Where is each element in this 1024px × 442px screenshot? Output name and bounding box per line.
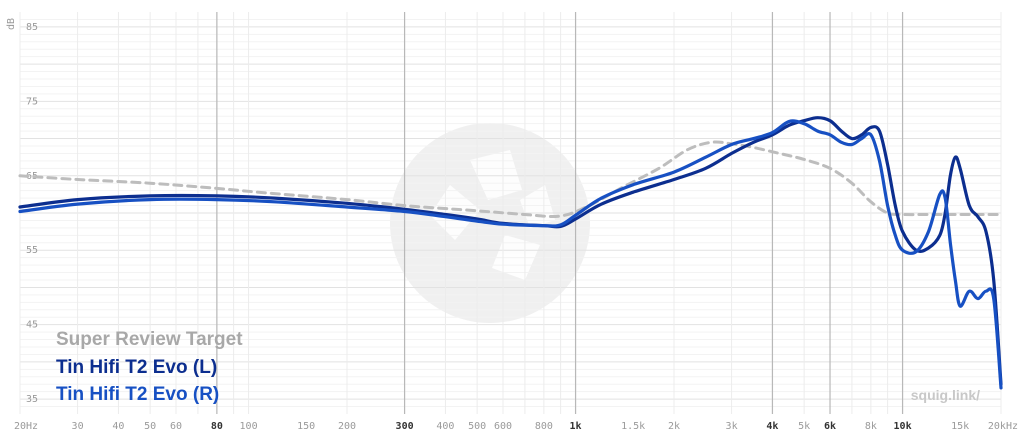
x-tick-label: 4k [766, 421, 778, 432]
x-tick-label: 400 [436, 421, 454, 432]
brand-watermark: squig.link/ [911, 387, 980, 403]
y-tick-label: 55 [26, 245, 38, 256]
x-axis: 20Hz 30 40 50 60 80 100 150 200 300 400 500 600 800 1k… [14, 421, 1018, 432]
series-layer [18, 116, 1003, 390]
y-tick-label: 85 [26, 22, 38, 33]
y-tick-label: 35 [26, 394, 38, 405]
x-tick-label: 1k [570, 421, 582, 432]
x-tick-label: 30 [72, 421, 84, 432]
x-tick-label: 2k [668, 421, 680, 432]
x-tick-label: 20kHz [988, 421, 1018, 432]
x-tick-label: 10k [894, 421, 912, 432]
series-line-target [18, 140, 1003, 219]
y-tick-label: 65 [26, 171, 38, 182]
x-tick-label: 150 [297, 421, 315, 432]
x-tick-label: 6k [824, 421, 836, 432]
legend-entry-right[interactable]: Tin Hifi T2 Evo (R) [56, 384, 219, 405]
x-tick-label: 300 [396, 421, 414, 432]
x-tick-label: 20Hz [14, 421, 38, 432]
x-tick-label: 500 [468, 421, 486, 432]
y-axis-label: dB [6, 18, 17, 30]
x-tick-label: 8k [865, 421, 877, 432]
x-tick-label: 80 [211, 421, 223, 432]
series-line-right [18, 119, 1003, 390]
x-tick-label: 800 [535, 421, 553, 432]
legend: Super Review Target Tin Hifi T2 Evo (L) … [56, 329, 243, 405]
y-tick-label: 45 [26, 320, 38, 331]
x-tick-label: 600 [494, 421, 512, 432]
x-tick-label: 5k [798, 421, 810, 432]
legend-entry-left[interactable]: Tin Hifi T2 Evo (L) [56, 357, 217, 378]
x-tick-label: 60 [170, 421, 182, 432]
x-tick-label: 200 [338, 421, 356, 432]
x-tick-label: 3k [726, 421, 738, 432]
x-tick-label: 100 [240, 421, 258, 432]
x-tick-label: 15k [951, 421, 969, 432]
legend-entry-target[interactable]: Super Review Target [56, 329, 243, 350]
x-tick-label: 1.5k [621, 421, 645, 432]
x-tick-label: 40 [112, 421, 124, 432]
series-line-left [18, 116, 1003, 386]
x-tick-label: 50 [144, 421, 156, 432]
chart-gridlines [19, 12, 1002, 414]
y-tick-label: 75 [26, 96, 38, 107]
y-axis: 85 75 65 55 45 35 [26, 22, 38, 405]
